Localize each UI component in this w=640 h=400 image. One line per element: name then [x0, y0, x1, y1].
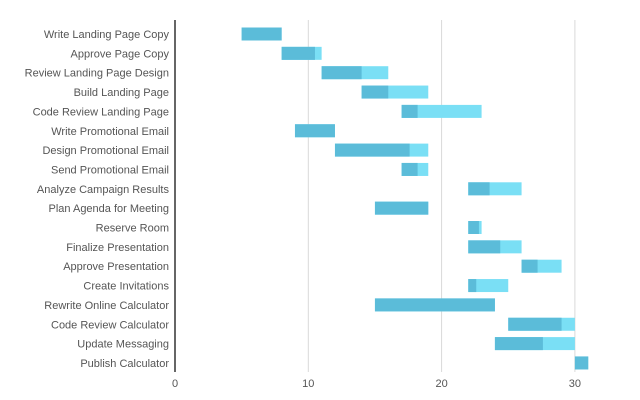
x-tick-label: 10 [302, 378, 314, 390]
task-label: Create Invitations [83, 281, 169, 293]
task-label: Rewrite Online Calculator [44, 300, 169, 312]
task-label: Write Landing Page Copy [44, 29, 170, 41]
x-tick-label: 30 [569, 378, 581, 390]
task-label: Code Review Landing Page [33, 106, 169, 118]
task-bar-complete [281, 46, 315, 60]
grid-layer [307, 20, 576, 372]
task-bar-complete [241, 27, 282, 41]
task-bar-complete [574, 356, 589, 370]
task-label: Finalize Presentation [66, 242, 169, 254]
task-bar-complete [401, 162, 418, 176]
task-label: Approve Page Copy [71, 48, 170, 60]
task-bar-complete [294, 124, 335, 138]
task-label: Write Promotional Email [51, 126, 169, 138]
task-label: Review Landing Page Design [25, 68, 169, 80]
task-label: Send Promotional Email [51, 164, 169, 176]
task-label: Plan Agenda for Meeting [49, 203, 169, 215]
task-bar-complete [468, 279, 477, 293]
task-bar-complete [321, 66, 362, 80]
axis-layer: 0 10 20 30 [172, 20, 581, 390]
task-bar-complete [334, 143, 410, 157]
task-label: Reserve Room [96, 223, 169, 235]
task-label: Update Messaging [77, 339, 169, 351]
task-bar-complete [374, 298, 495, 312]
x-tick-label: 20 [435, 378, 447, 390]
task-label: Code Review Calculator [51, 319, 169, 331]
task-bar-complete [468, 240, 501, 254]
bar-layer [241, 27, 589, 370]
x-tick-label: 0 [172, 378, 178, 390]
task-bar-complete [508, 317, 562, 331]
task-bar-complete [401, 104, 418, 118]
task-bar-remaining [401, 104, 482, 118]
task-bar-complete [374, 201, 429, 215]
task-bar-complete [494, 337, 543, 351]
task-bar-complete [468, 221, 479, 234]
label-layer: Write Landing Page Copy Approve Page Copy… [25, 29, 170, 370]
task-label: Publish Calculator [80, 358, 169, 370]
task-label: Approve Presentation [63, 261, 169, 273]
task-bar-remaining [468, 279, 509, 293]
task-bar-complete [361, 85, 389, 99]
task-label: Build Landing Page [74, 87, 169, 99]
task-label: Design Promotional Email [42, 145, 169, 157]
task-bar-complete [468, 182, 490, 196]
task-label: Analyze Campaign Results [37, 184, 170, 196]
task-bar-complete [521, 259, 538, 273]
